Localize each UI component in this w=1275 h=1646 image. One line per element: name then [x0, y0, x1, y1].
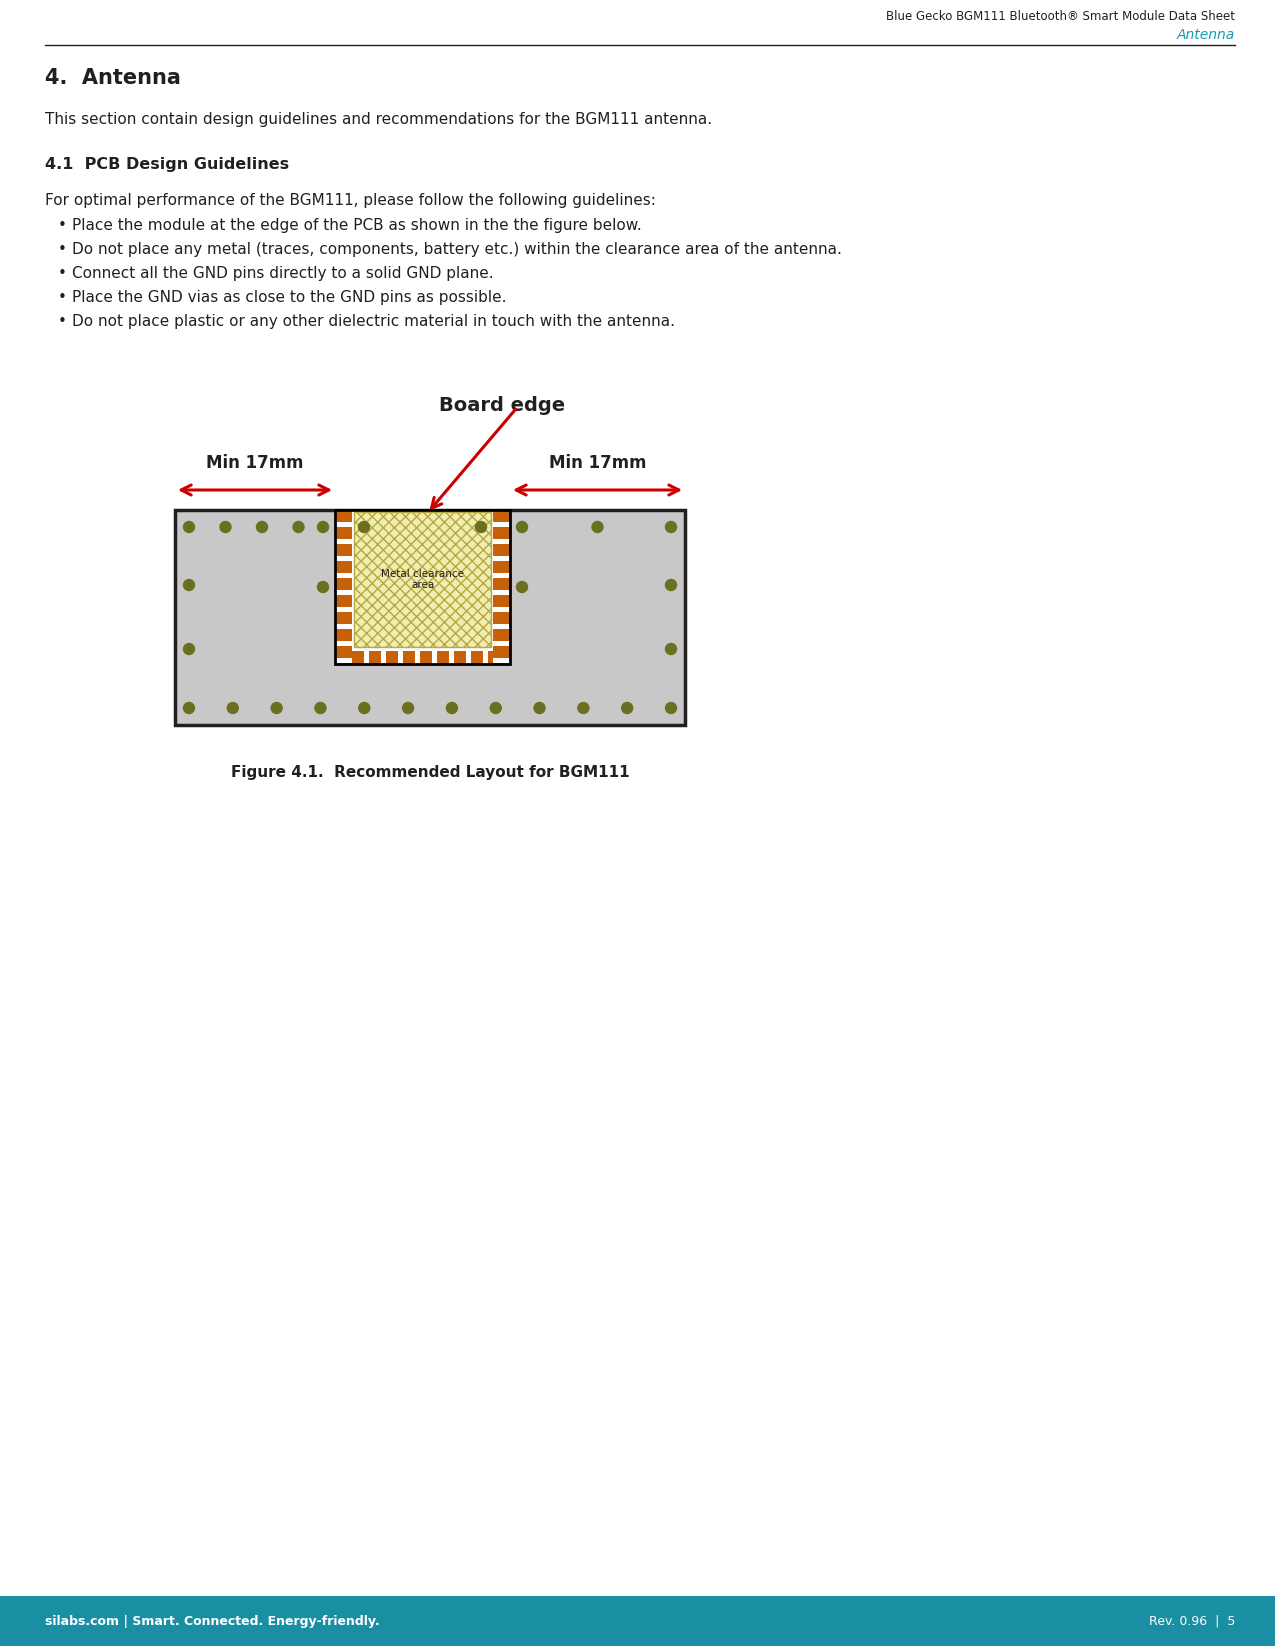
Circle shape [666, 522, 677, 533]
Bar [493, 629, 510, 640]
Circle shape [315, 703, 326, 713]
Bar [354, 512, 491, 647]
Bar [403, 652, 414, 663]
Text: Connect all the GND pins directly to a solid GND plane.: Connect all the GND pins directly to a s… [71, 267, 493, 281]
Bar [335, 578, 352, 589]
Text: Metal clearance
area: Metal clearance area [381, 570, 464, 591]
Bar [335, 645, 352, 658]
Bar [335, 543, 352, 556]
Bar [493, 543, 510, 556]
Text: For optimal performance of the BGM111, please follow the following guidelines:: For optimal performance of the BGM111, p… [45, 193, 655, 207]
Text: 4.  Antenna: 4. Antenna [45, 67, 181, 87]
Text: Place the GND vias as close to the GND pins as possible.: Place the GND vias as close to the GND p… [71, 290, 506, 305]
Text: •: • [57, 290, 66, 305]
Circle shape [184, 644, 195, 655]
Bar [335, 612, 352, 624]
Text: Figure 4.1.  Recommended Layout for BGM111: Figure 4.1. Recommended Layout for BGM11… [231, 765, 630, 780]
Bar [493, 561, 510, 573]
Bar [437, 652, 449, 663]
Bar [493, 594, 510, 607]
Text: •: • [57, 217, 66, 234]
Bar [454, 652, 465, 663]
Text: Board edge: Board edge [440, 397, 566, 415]
Circle shape [184, 522, 195, 533]
Text: This section contain design guidelines and recommendations for the BGM111 antenn: This section contain design guidelines a… [45, 112, 713, 127]
Circle shape [317, 522, 329, 533]
Text: silabs.com | Smart. Connected. Energy-friendly.: silabs.com | Smart. Connected. Energy-fr… [45, 1615, 380, 1628]
Circle shape [516, 522, 528, 533]
Circle shape [622, 703, 632, 713]
Text: •: • [57, 267, 66, 281]
Text: Rev. 0.96  |  5: Rev. 0.96 | 5 [1149, 1615, 1235, 1628]
Bar [493, 612, 510, 624]
Circle shape [592, 522, 603, 533]
Circle shape [476, 522, 487, 533]
Bar [470, 652, 483, 663]
Circle shape [403, 703, 413, 713]
Bar [335, 594, 352, 607]
Bar [493, 527, 510, 538]
Text: Min 17mm: Min 17mm [207, 454, 303, 472]
Circle shape [490, 703, 501, 713]
Circle shape [516, 581, 528, 593]
Circle shape [534, 703, 544, 713]
Bar [352, 652, 363, 663]
Text: Blue Gecko BGM111 Bluetooth® Smart Module Data Sheet: Blue Gecko BGM111 Bluetooth® Smart Modul… [886, 10, 1235, 23]
Bar [419, 652, 432, 663]
Bar [335, 510, 352, 522]
Text: Do not place any metal (traces, components, battery etc.) within the clearance a: Do not place any metal (traces, componen… [71, 242, 842, 257]
Bar [368, 652, 381, 663]
Circle shape [446, 703, 458, 713]
Circle shape [272, 703, 282, 713]
Bar [335, 629, 352, 640]
Circle shape [184, 579, 195, 591]
Text: 4.1  PCB Design Guidelines: 4.1 PCB Design Guidelines [45, 156, 289, 171]
Bar [493, 645, 510, 658]
Circle shape [221, 522, 231, 533]
Bar [175, 510, 685, 724]
Circle shape [184, 703, 195, 713]
Bar [335, 510, 510, 663]
Circle shape [317, 581, 329, 593]
Bar [335, 510, 510, 663]
Circle shape [256, 522, 268, 533]
Circle shape [666, 703, 677, 713]
Circle shape [666, 579, 677, 591]
Bar [488, 652, 493, 663]
Text: Place the module at the edge of the PCB as shown in the the figure below.: Place the module at the edge of the PCB … [71, 217, 641, 234]
Bar [386, 652, 398, 663]
Bar [0, 1597, 1275, 1646]
Bar [493, 510, 510, 522]
Text: •: • [57, 242, 66, 257]
Circle shape [578, 703, 589, 713]
Circle shape [358, 522, 370, 533]
Text: Do not place plastic or any other dielectric material in touch with the antenna.: Do not place plastic or any other dielec… [71, 314, 674, 329]
Circle shape [227, 703, 238, 713]
Bar [335, 527, 352, 538]
Circle shape [293, 522, 303, 533]
Circle shape [666, 644, 677, 655]
Circle shape [358, 703, 370, 713]
Text: •: • [57, 314, 66, 329]
Text: Antenna: Antenna [1177, 28, 1235, 43]
Text: Min 17mm: Min 17mm [548, 454, 646, 472]
Bar [493, 578, 510, 589]
Bar [335, 561, 352, 573]
